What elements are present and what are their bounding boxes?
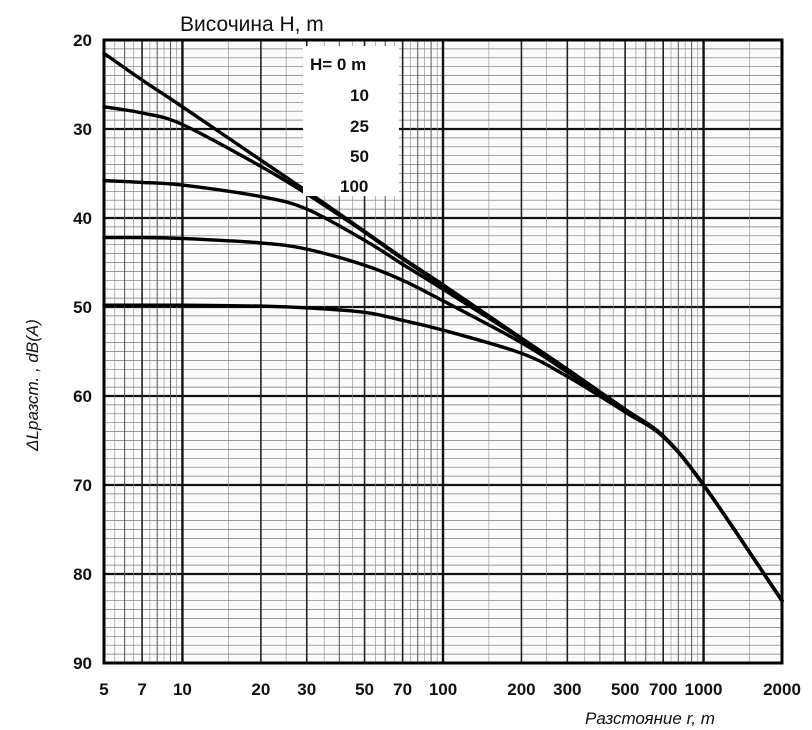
x-tick-label: 50 xyxy=(355,680,374,699)
plot-frame xyxy=(102,38,784,665)
x-tick-labels: 5 7 10 20 30 50 70 100 200 300 500 700 1000 2000 xyxy=(99,680,801,699)
x-tick-label: 30 xyxy=(297,680,316,699)
x-tick-label: 200 xyxy=(507,680,535,699)
legend: H= 0 m 10 25 50 100 xyxy=(303,46,399,196)
y-tick-label: 50 xyxy=(73,298,92,317)
x-tick-label: 100 xyxy=(429,680,457,699)
y-tick-labels: 20 30 40 50 60 70 80 90 xyxy=(73,31,92,673)
x-tick-label: 300 xyxy=(553,680,581,699)
legend-entry: 100 xyxy=(340,177,368,196)
y-tick-label: 40 xyxy=(73,209,92,228)
y-tick-label: 30 xyxy=(73,120,92,139)
plot-border xyxy=(102,38,784,665)
legend-entry: 50 xyxy=(350,147,369,166)
series-line-4 xyxy=(102,303,784,603)
x-tick-label: 7 xyxy=(137,680,146,699)
x-tick-label: 10 xyxy=(173,680,192,699)
x-tick-label: 700 xyxy=(649,680,677,699)
y-tick-label: 70 xyxy=(73,476,92,495)
y-tick-label: 60 xyxy=(73,387,92,406)
x-tick-label: 70 xyxy=(393,680,412,699)
y-tick-label: 20 xyxy=(73,31,92,50)
grid xyxy=(103,38,784,665)
x-tick-label: 5 xyxy=(99,680,108,699)
legend-box xyxy=(303,46,399,196)
y-axis-label: ΔLразст. , dB(A) xyxy=(23,319,42,452)
legend-entry: H= 0 m xyxy=(310,55,366,74)
series-lines xyxy=(102,51,784,603)
y-tick-label: 90 xyxy=(73,654,92,673)
x-axis-label: Разстояние r, m xyxy=(585,709,715,728)
y-tick-label: 80 xyxy=(73,565,92,584)
x-tick-label: 20 xyxy=(251,680,270,699)
x-tick-label: 1000 xyxy=(685,680,723,699)
legend-entry: 25 xyxy=(350,117,369,136)
x-tick-label: 500 xyxy=(611,680,639,699)
x-tick-label: 2000 xyxy=(763,680,801,699)
legend-entry: 10 xyxy=(350,86,369,105)
chart-title: Височина H, m xyxy=(180,13,324,36)
